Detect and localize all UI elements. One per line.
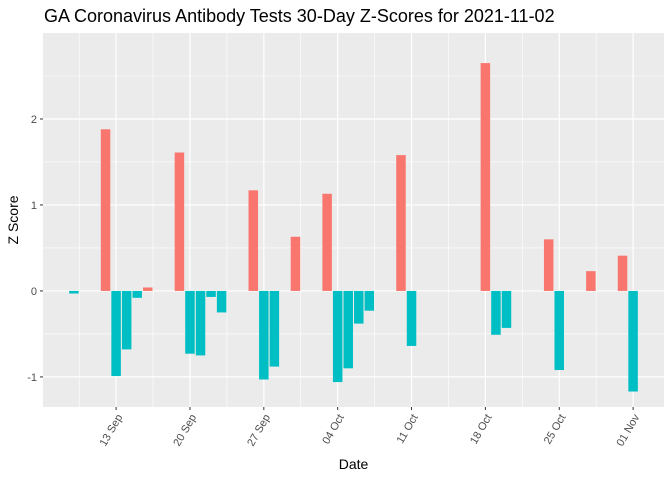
- bar-2021-10-07: [364, 290, 375, 311]
- bar-2021-10-06: [354, 290, 364, 324]
- y-tick-label: 1: [31, 200, 37, 212]
- bar-2021-10-31: [617, 255, 628, 291]
- bar-2021-09-21: [195, 290, 206, 356]
- bar-2021-09-27: [259, 290, 269, 380]
- bar-2021-09-16: [143, 287, 153, 291]
- bar-2021-10-25: [554, 290, 564, 371]
- x-tick-label: 27 Sep: [245, 412, 273, 448]
- bar-2021-09-15: [132, 290, 142, 298]
- bar-2021-09-09: [69, 290, 79, 294]
- bar-2021-10-03: [322, 193, 332, 291]
- bar-2021-09-23: [216, 290, 227, 313]
- bar-2021-09-20: [185, 290, 195, 354]
- bar-2021-10-11: [406, 290, 417, 346]
- bar-2021-10-04: [332, 290, 343, 383]
- chart-title: GA Coronavirus Antibody Tests 30-Day Z-S…: [44, 6, 555, 26]
- x-tick-label: 25 Oct: [542, 412, 569, 446]
- bar-2021-11-01: [628, 290, 638, 392]
- bar-2021-10-18: [480, 63, 491, 291]
- bar-2021-09-13: [111, 290, 121, 377]
- bar-2021-09-19: [174, 152, 185, 291]
- plot-panel: [43, 33, 664, 407]
- bar-2021-09-12: [100, 129, 111, 291]
- bar-2021-10-19: [491, 290, 501, 335]
- bar-2021-10-24: [543, 239, 554, 291]
- grid-minor: [43, 33, 664, 407]
- x-axis: 13 Sep 20 Sep 27 Sep 04 Oct 11 Oct 18 Oct 25 O…: [98, 407, 643, 449]
- y-tick-label: 0: [31, 286, 37, 298]
- bar-2021-10-10: [396, 155, 406, 291]
- bar-2021-09-26: [248, 190, 259, 291]
- x-axis-title: Date: [339, 456, 369, 472]
- x-tick-label: 20 Sep: [171, 412, 199, 448]
- bar-2021-10-20: [501, 290, 512, 328]
- x-tick-label: 18 Oct: [468, 412, 495, 446]
- y-tick-label: 2: [31, 114, 37, 126]
- x-tick-label: 04 Oct: [320, 412, 347, 446]
- bars: [69, 63, 638, 392]
- y-axis: -1 0 1 2: [27, 114, 43, 384]
- x-tick-label: 11 Oct: [395, 412, 421, 445]
- bar-2021-09-30: [290, 236, 301, 291]
- x-tick-label: 13 Sep: [98, 412, 126, 448]
- bar-2021-10-28: [586, 271, 596, 291]
- y-tick-label: -1: [27, 372, 37, 384]
- bar-2021-09-14: [121, 290, 132, 350]
- bar-2021-10-05: [343, 290, 353, 369]
- bar-2021-09-22: [206, 290, 216, 297]
- x-tick-label: 01 Nov: [615, 412, 643, 449]
- y-axis-title: Z Score: [5, 195, 21, 244]
- bar-2021-09-28: [269, 290, 280, 367]
